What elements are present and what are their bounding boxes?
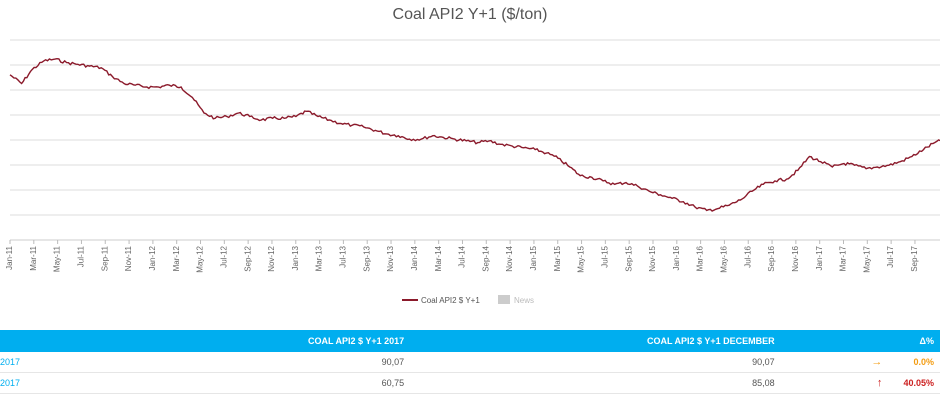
x-tick-label: Jan-17 — [815, 245, 824, 270]
x-tick-label: Jan-14 — [410, 245, 419, 270]
x-tick-label: May-12 — [196, 245, 205, 272]
table-header-label — [0, 330, 51, 352]
cell-delta: 0.0% — [888, 352, 940, 373]
x-tick-label: Jan-15 — [529, 245, 538, 270]
table-row: 2017 60,75 85,08 ↑ 40.05% — [0, 372, 940, 394]
row-label-link[interactable]: 2017 — [0, 372, 51, 394]
legend-swatch-news — [498, 295, 510, 304]
x-tick-label: Sep-16 — [767, 245, 776, 271]
x-tick-label: Jul-17 — [886, 245, 895, 267]
x-tick-label: Jul-11 — [77, 245, 86, 267]
table-header-2017: COAL API2 $ Y+1 2017 — [50, 330, 411, 352]
table-header-december: COAL API2 $ Y+1 DECEMBER — [410, 330, 781, 352]
x-tick-label: Jan-13 — [291, 245, 300, 270]
table-header-row: COAL API2 $ Y+1 2017 COAL API2 $ Y+1 DEC… — [0, 330, 940, 352]
x-tick-label: Mar-16 — [696, 245, 705, 271]
x-tick-label: Sep-15 — [624, 245, 633, 271]
arrow-up-icon: ↑ — [780, 372, 889, 394]
x-tick-label: Nov-12 — [267, 245, 276, 271]
cell-delta: 40.05% — [888, 372, 940, 394]
x-tick-label: Nov-16 — [791, 245, 800, 271]
x-tick-label: Sep-17 — [910, 245, 919, 271]
x-tick-label: Jul-16 — [743, 245, 752, 267]
line-chart: Jan-11 Mar-11 May-11 Jul-11 Sep-11 Nov-11 Jan-… — [5, 39, 940, 305]
x-tick-label: Sep-14 — [481, 245, 490, 271]
x-tick-label: Nov-11 — [124, 245, 133, 271]
x-tick-label: Mar-15 — [553, 245, 562, 271]
x-tick-label: Jul-13 — [339, 245, 348, 267]
x-tick-label: Sep-11 — [100, 245, 109, 271]
x-tick-label: Nov-15 — [648, 245, 657, 271]
x-tick-label: Nov-14 — [505, 245, 514, 271]
x-tick-label: Jan-12 — [148, 245, 157, 270]
series-line — [9, 57, 940, 212]
legend-label-news: News — [514, 296, 534, 305]
x-tick-label: Jul-12 — [219, 245, 228, 267]
legend-label-series: Coal API2 $ Y+1 — [421, 296, 480, 305]
cell-december: 90,07 — [410, 352, 781, 373]
x-tick-label: Mar-13 — [315, 245, 324, 271]
table-header-arrow — [780, 330, 889, 352]
x-tick-label: Sep-12 — [243, 245, 252, 271]
table-row: 2017 90,07 90,07 → 0.0% — [0, 352, 940, 373]
cell-2017: 60,75 — [50, 372, 411, 394]
x-tick-label: May-17 — [862, 245, 871, 272]
x-tick-label: Mar-17 — [839, 245, 848, 271]
x-tick-label: Jan-11 — [5, 245, 14, 269]
x-tick-label: Sep-13 — [362, 245, 371, 271]
x-tick-label: May-15 — [577, 245, 586, 272]
x-tick-label: Mar-12 — [172, 245, 181, 271]
price-table: COAL API2 $ Y+1 2017 COAL API2 $ Y+1 DEC… — [0, 330, 940, 394]
arrow-right-icon: → — [780, 352, 889, 373]
table-header-delta: Δ% — [888, 330, 940, 352]
x-tick-label: May-11 — [53, 245, 62, 272]
chart-title: Coal API2 Y+1 ($/ton) — [392, 6, 548, 23]
x-tick-label: Mar-11 — [29, 245, 38, 270]
x-tick-label: Mar-14 — [434, 245, 443, 271]
x-tick-label: Nov-13 — [386, 245, 395, 271]
cell-december: 85,08 — [410, 372, 781, 394]
x-tick-label: Jul-15 — [600, 245, 609, 267]
x-tick-label: Jan-16 — [672, 245, 681, 270]
cell-2017: 90,07 — [50, 352, 411, 373]
x-tick-label: Jul-14 — [458, 245, 467, 267]
row-label-link[interactable]: 2017 — [0, 352, 51, 373]
x-tick-label: May-16 — [720, 245, 729, 272]
